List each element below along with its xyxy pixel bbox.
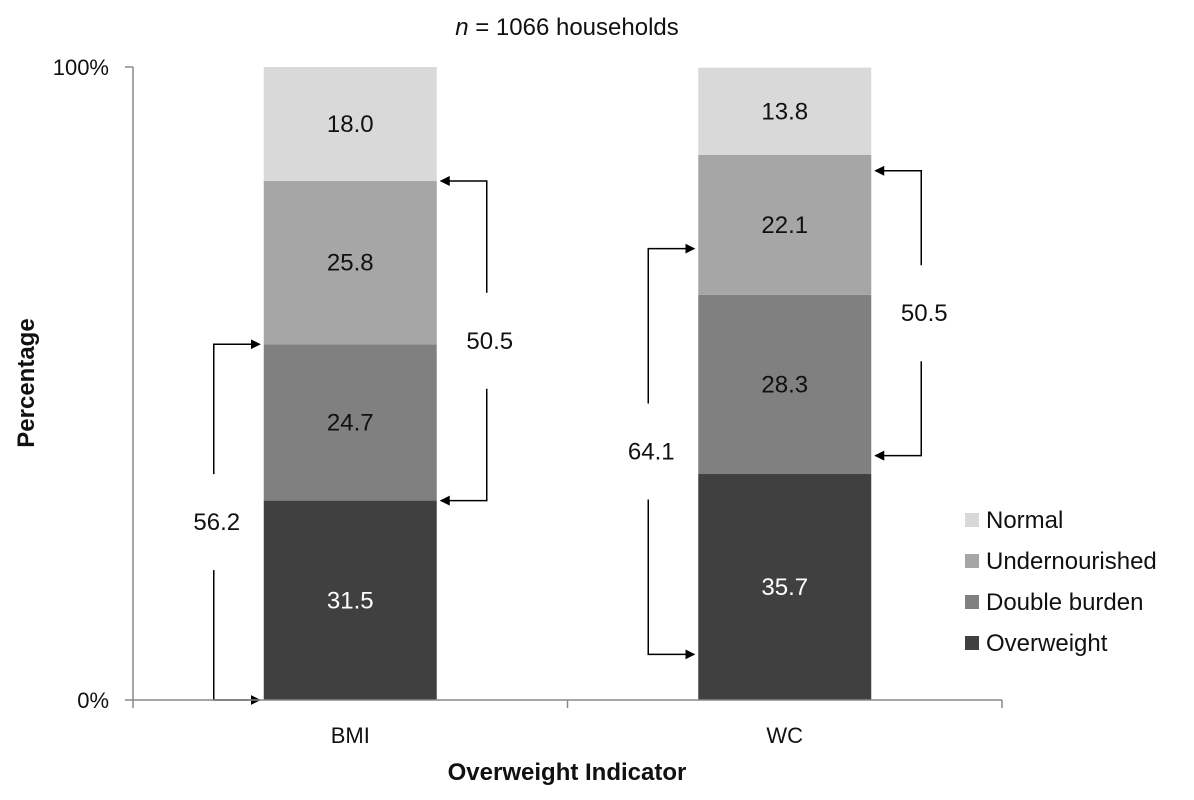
x-axis-title: Overweight Indicator — [448, 759, 687, 786]
legend-swatch-normal — [965, 513, 979, 527]
bar-label-wc-normal: 13.8 — [761, 98, 808, 125]
legend-label-double-burden: Double burden — [986, 589, 1143, 616]
bracket-label: 64.1 — [628, 439, 675, 466]
bar-label-wc-double-burden: 28.3 — [761, 371, 808, 398]
bar-wc-normal — [698, 67, 872, 155]
x-tick-label-wc: WC — [766, 723, 803, 748]
x-tick-label-bmi: BMI — [331, 723, 370, 748]
bracket-arrow-top — [874, 165, 922, 266]
bar-label-bmi-undernourished: 25.8 — [327, 250, 374, 277]
legend-item-overweight: Overweight — [965, 630, 1108, 657]
bar-bmi-normal — [263, 67, 437, 181]
legend-label-normal: Normal — [986, 507, 1063, 534]
bar-bmi-undernourished — [263, 180, 437, 345]
bar-wc-overweight — [698, 474, 872, 700]
chart-title-rest: = 1066 households — [469, 14, 679, 41]
legend-item-double-burden: Double burden — [965, 589, 1143, 616]
bracket-arrow-top — [213, 339, 261, 475]
bracket-bmi-right: 50.5 — [439, 175, 513, 506]
legend-label-overweight: Overweight — [986, 630, 1108, 657]
bars-layer: 31.5 24.7 25.8 18.0 35.7 28.3 22.1 13.8 — [263, 67, 872, 700]
bracket-arrow-bottom — [647, 499, 696, 660]
bracket-wc-left: 64.1 — [628, 243, 696, 660]
legend-swatch-overweight — [965, 636, 979, 650]
bracket-arrow-bottom — [213, 570, 261, 705]
y-axis-title: Percentage — [13, 318, 40, 447]
bar-label-bmi-double-burden: 24.7 — [327, 409, 374, 436]
chart-title-italic: n — [455, 14, 468, 41]
axes-layer: 0% 100% BMI WC — [53, 55, 1003, 748]
bar-label-wc-overweight: 35.7 — [761, 574, 808, 601]
legend-swatch-undernourished — [965, 554, 979, 568]
bar-label-bmi-overweight: 31.5 — [327, 587, 374, 614]
bracket-arrow-top — [439, 175, 488, 293]
bracket-label: 56.2 — [193, 509, 240, 536]
bar-label-bmi-normal: 18.0 — [327, 111, 374, 138]
bracket-wc-right: 50.5 — [874, 165, 948, 461]
bar-bmi-overweight — [263, 500, 437, 700]
chart-title: n = 1066 households — [455, 14, 679, 41]
legend-swatch-double-burden — [965, 595, 979, 609]
bracket-arrow-top — [647, 243, 696, 404]
bracket-arrow-bottom — [874, 361, 922, 461]
bracket-label: 50.5 — [466, 328, 513, 355]
bracket-label: 50.5 — [901, 300, 948, 327]
legend-item-undernourished: Undernourished — [965, 548, 1157, 575]
bar-bmi-double-burden — [263, 344, 437, 501]
y-tick-label-0: 0% — [77, 688, 109, 713]
bracket-arrow-bottom — [439, 388, 488, 506]
legend-item-normal: Normal — [965, 507, 1063, 534]
y-tick-label-100: 100% — [53, 55, 109, 80]
bar-wc-undernourished — [698, 154, 872, 295]
bar-label-wc-undernourished: 22.1 — [761, 212, 808, 239]
legend: Normal Undernourished Double burden Overwei… — [965, 507, 1157, 657]
bracket-bmi-left: 56.2 — [193, 339, 261, 705]
brackets-layer: 56.2 50.5 64.1 50.5 — [193, 165, 948, 705]
bar-wc-double-burden — [698, 294, 872, 475]
legend-label-undernourished: Undernourished — [986, 548, 1157, 575]
